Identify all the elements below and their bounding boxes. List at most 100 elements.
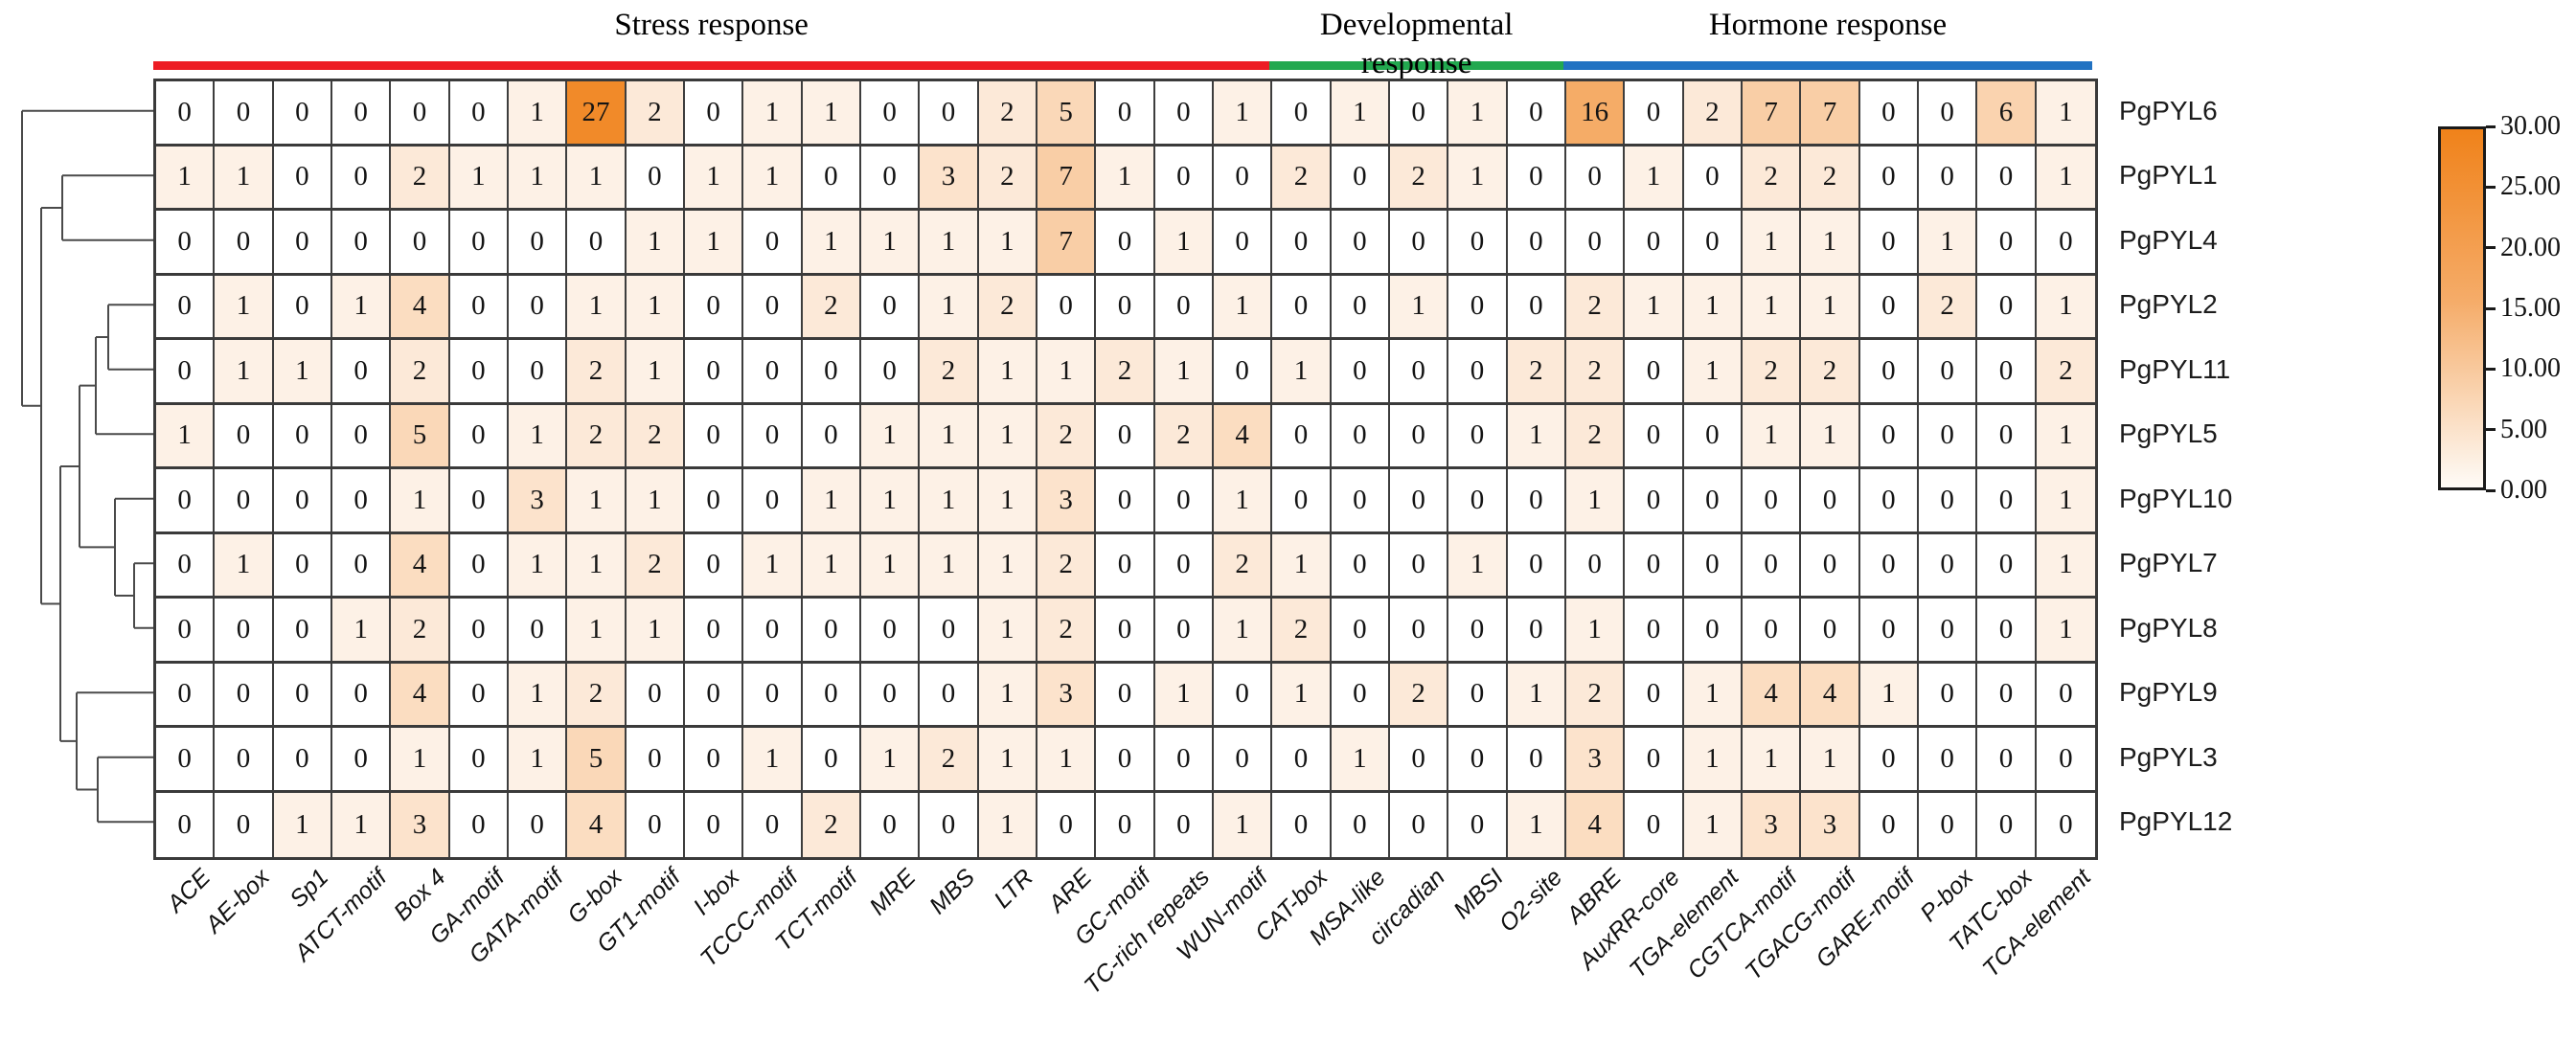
heatmap-cell: 1 [1213,792,1273,857]
heatmap-cell: 0 [1683,533,1743,599]
heatmap-cell: 1 [920,533,979,599]
heatmap-cell: 0 [1683,404,1743,469]
heatmap-cell: 1 [1037,340,1097,405]
heatmap-cell: 5 [1037,81,1097,147]
heatmap-cell: 0 [1801,469,1860,534]
heatmap-cell: 3 [1037,469,1097,534]
heatmap-cell: 2 [626,81,685,147]
heatmap-cell: 1 [1213,599,1273,664]
heatmap-cell: 0 [1272,81,1332,147]
heatmap-cell: 4 [391,663,450,728]
heatmap-cell: 7 [1037,146,1097,211]
heatmap-cell: 0 [1389,469,1449,534]
heatmap-cell: 0 [1331,663,1390,728]
heatmap-cell: 0 [802,728,861,793]
heatmap-cell: 1 [860,211,921,276]
heatmap-cell: 0 [684,792,744,857]
heatmap-cell: 1 [802,211,861,276]
heatmap-cell: 1 [978,533,1037,599]
heatmap-cell: 4 [1213,404,1273,469]
heatmap-cell: 2 [978,146,1037,211]
row-label: PgPYL1 [2119,160,2218,191]
colorbar-tick [2486,185,2496,189]
heatmap-cell: 1 [2036,404,2095,469]
heatmap-cell: 2 [1801,340,1860,405]
heatmap-cell: 0 [1213,211,1273,276]
heatmap-cell: 0 [215,599,274,664]
heatmap-cell: 0 [1801,533,1860,599]
heatmap-cell: 3 [1565,728,1626,793]
heatmap-cell: 0 [1859,599,1919,664]
heatmap-cell: 1 [920,211,979,276]
heatmap-cell: 0 [1448,728,1508,793]
heatmap-cell: 2 [1801,146,1860,211]
heatmap-cell: 0 [684,275,744,340]
colorbar-tick [2486,306,2496,310]
heatmap-cell: 0 [684,340,744,405]
heatmap-cell: 0 [684,728,744,793]
heatmap-cell: 1 [860,404,921,469]
heatmap-cell: 1 [920,469,979,534]
dendrogram [21,109,153,824]
colorbar-tick-label: 15.00 [2500,293,2561,323]
heatmap-cell: 0 [156,81,216,147]
heatmap-cell: 0 [273,728,332,793]
heatmap-cell: 0 [1448,275,1508,340]
heatmap-cell: 0 [1037,275,1097,340]
heatmap-cell: 0 [1096,275,1155,340]
heatmap-cell: 0 [1331,469,1390,534]
heatmap-cell: 2 [1565,275,1626,340]
heatmap-cell: 0 [1859,81,1919,147]
column-label: AE-box [200,864,275,938]
heatmap-cell: 3 [920,146,979,211]
heatmap-cell: 3 [391,792,450,857]
heatmap-cell: 2 [391,340,450,405]
heatmap-cell: 0 [331,533,392,599]
heatmap-cell: 1 [273,792,332,857]
heatmap-cell: 0 [508,275,568,340]
heatmap-cell: 0 [626,728,685,793]
heatmap-cell: 1 [920,404,979,469]
heatmap-cell: 0 [1272,728,1332,793]
heatmap-cell: 1 [1507,792,1566,857]
heatmap-cell: 0 [508,211,568,276]
heatmap-cell: 1 [1801,275,1860,340]
heatmap-cell: 1 [802,81,861,147]
heatmap-cell: 0 [684,533,744,599]
heatmap-cell: 0 [1154,81,1214,147]
category-bar-2 [1563,61,2092,70]
heatmap-cell: 1 [1507,404,1566,469]
heatmap-cell: 1 [508,533,568,599]
heatmap-cell: 1 [1683,663,1743,728]
heatmap-cell: 1 [978,340,1037,405]
heatmap-cell: 2 [978,81,1037,147]
heatmap-cell: 4 [391,275,450,340]
heatmap-cell: 1 [860,533,921,599]
heatmap-cell: 0 [920,792,979,857]
heatmap-cell: 1 [1683,792,1743,857]
heatmap-cell: 0 [1977,792,2037,857]
heatmap-cell: 1 [978,663,1037,728]
heatmap-cell: 0 [1096,469,1155,534]
heatmap-cell: 0 [860,146,921,211]
heatmap-cell: 0 [331,340,392,405]
heatmap-cell: 0 [1331,533,1390,599]
heatmap-cell: 1 [1213,469,1273,534]
heatmap-cell: 1 [156,404,216,469]
heatmap-cell: 1 [508,81,568,147]
heatmap-cell: 0 [156,663,216,728]
heatmap-cell: 1 [1918,211,1978,276]
heatmap-cell: 1 [2036,146,2095,211]
heatmap-cell: 1 [978,599,1037,664]
heatmap-cell: 0 [1625,404,1684,469]
heatmap-cell: 2 [391,599,450,664]
heatmap-cell: 0 [1037,792,1097,857]
heatmap-cell: 1 [1742,728,1802,793]
heatmap-cell: 4 [1801,663,1860,728]
heatmap-cell: 2 [1037,599,1097,664]
heatmap-cell: 1 [215,146,274,211]
heatmap-cell: 0 [1213,728,1273,793]
heatmap-cell: 1 [1037,728,1097,793]
heatmap-cell: 0 [1859,792,1919,857]
heatmap-cell: 1 [2036,469,2095,534]
